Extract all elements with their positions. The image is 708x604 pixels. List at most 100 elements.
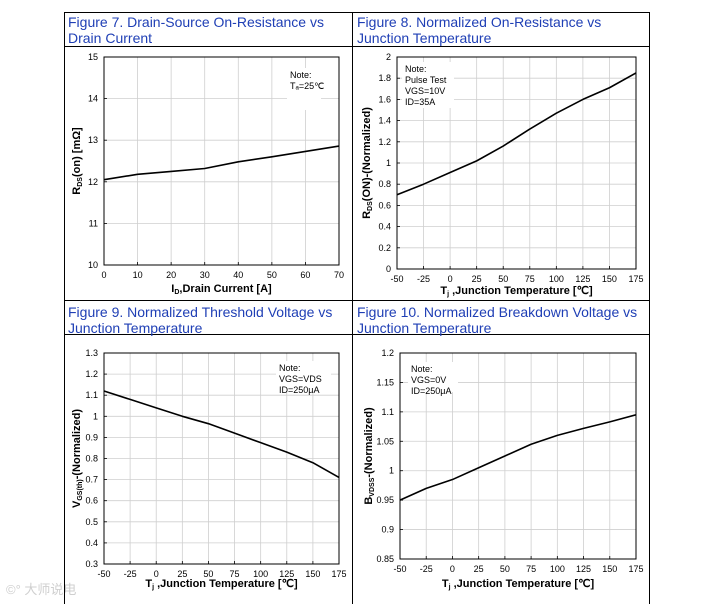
x-tick-label: 50: [500, 564, 510, 574]
caption-line: Drain Current: [68, 30, 153, 46]
caption-line: Junction Temperature: [357, 30, 492, 46]
y-tick-label: 11: [89, 218, 98, 228]
note-line: VGS=10V: [405, 86, 445, 96]
x-tick-label: 125: [575, 274, 590, 284]
x-axis-title: ID,Drain Current [A]: [171, 283, 272, 296]
x-tick-label: 150: [305, 569, 320, 579]
figure-grid: Figure 7. Drain-Source On-Resistance vs …: [64, 12, 650, 604]
y-tick-label: 1.1: [85, 390, 98, 400]
x-axis-title: Tj ,Junction Temperature [℃]: [440, 285, 593, 298]
note-line: Note:: [411, 364, 433, 374]
note-line: Tₐ=25℃: [290, 81, 324, 91]
y-tick-label: 1.6: [378, 94, 391, 104]
y-axis-title: VGS(th)-(Normalized): [71, 409, 84, 508]
y-tick-label: 0.7: [85, 475, 98, 485]
x-tick-label: 25: [472, 274, 482, 284]
x-tick-label: 25: [177, 569, 187, 579]
y-tick-label: 0: [386, 264, 391, 274]
x-tick-label: 150: [602, 564, 617, 574]
y-tick-label: 1: [389, 466, 394, 476]
chart-7: 0 10 20 30 40 50 60 70101112131415Note:Tₐ=25℃ID…: [71, 52, 344, 296]
caption-line: Figure 8. Normalized On-Resistance vs: [357, 14, 602, 30]
y-axis-title: BVDSS-(Normalized): [363, 407, 376, 505]
x-axis-title: Tj ,Junction Temperature [℃]: [145, 578, 298, 591]
y-tick-label: 1.4: [378, 116, 391, 126]
watermark: ©° 大师说电: [6, 582, 77, 597]
x-tick-label: 0: [450, 564, 455, 574]
x-tick-label: 75: [525, 274, 535, 284]
y-tick-label: 1.2: [381, 348, 394, 358]
y-tick-label: 0.5: [85, 517, 98, 527]
y-tick-label: 12: [88, 177, 98, 187]
note-line: ID=250μA: [411, 386, 451, 396]
note-line: VGS=VDS: [279, 374, 322, 384]
figure-10-caption: Figure 10. Normalized Breakdown Voltage …: [357, 304, 637, 336]
x-tick-label: 100: [253, 569, 268, 579]
x-tick-label: 125: [576, 564, 591, 574]
x-tick-label: 75: [526, 564, 536, 574]
x-tick-label: 20: [166, 270, 176, 280]
y-tick-label: 13: [88, 135, 98, 145]
y-tick-label: 0.6: [378, 200, 391, 210]
series-line: [399, 414, 637, 501]
x-tick-label: 50: [267, 270, 277, 280]
x-tick-label: 25: [474, 564, 484, 574]
note-box: [408, 362, 458, 392]
figure-7-caption: Figure 7. Drain-Source On-Resistance vs …: [68, 14, 324, 46]
note-line: Note:: [290, 70, 312, 80]
y-tick-label: 0.3: [85, 559, 98, 569]
y-tick-label: 10: [88, 260, 98, 270]
note-line: VGS=0V: [411, 375, 446, 385]
chart-10: -50 -25 0 25 50 75 100 125 150 175 0.85 0.9 0.95 1 1.0…: [363, 348, 644, 591]
series-line: [103, 390, 340, 479]
y-tick-label: 0.9: [381, 525, 394, 535]
caption-line: Figure 9. Normalized Threshold Voltage v…: [68, 304, 333, 320]
table-rule-3: [64, 334, 650, 335]
caption-line: Junction Temperature: [357, 320, 492, 336]
note-line: ID=35A: [405, 97, 435, 107]
table-rule-1: [64, 46, 650, 47]
table-rule-2: [64, 300, 650, 301]
y-tick-label: 1.3: [85, 348, 98, 358]
y-tick-label: 2: [386, 52, 391, 62]
chart-8: -50 -25 0 25 50 75 100 125 150 175 0 0.2 0.4 0.6 0.8 1 1…: [361, 52, 644, 298]
x-tick-label: -25: [417, 274, 430, 284]
y-tick-label: 1: [93, 411, 98, 421]
figure-8-caption: Figure 8. Normalized On-Resistance vs Ju…: [357, 14, 601, 46]
x-tick-label: -50: [390, 274, 403, 284]
y-tick-label: 1.8: [378, 73, 391, 83]
y-tick-label: 1: [386, 158, 391, 168]
note-box: [402, 62, 454, 108]
note-line: Note:: [405, 64, 427, 74]
x-tick-label: 175: [628, 564, 643, 574]
x-tick-label: 30: [200, 270, 210, 280]
note-line: ID=250μA: [279, 385, 319, 395]
y-tick-label: 14: [88, 94, 98, 104]
note-line: Pulse Test: [405, 75, 447, 85]
y-tick-label: 0.95: [376, 495, 394, 505]
x-tick-label: 0: [448, 274, 453, 284]
y-tick-label: 1.05: [376, 436, 394, 446]
x-tick-label: 60: [300, 270, 310, 280]
y-axis-title: RDS(on) [mΩ]: [71, 127, 84, 195]
y-tick-label: 1.2: [378, 137, 391, 147]
y-tick-label: 0.8: [85, 454, 98, 464]
x-tick-label: 40: [233, 270, 243, 280]
y-axis-title: RDS(ON)-(Normalized): [361, 107, 374, 219]
y-tick-label: 1.2: [85, 369, 98, 379]
y-tick-label: 0.4: [378, 222, 391, 232]
y-tick-label: 1.1: [381, 407, 394, 417]
y-tick-label: 0.6: [85, 496, 98, 506]
table-border-right: [649, 12, 650, 604]
note-box: [276, 361, 331, 391]
note-box: [287, 68, 321, 110]
table-divider: [352, 12, 353, 604]
plot-frame: [103, 56, 340, 266]
x-tick-label: 100: [549, 274, 564, 284]
series-line: [103, 145, 340, 181]
caption-line: Figure 10. Normalized Breakdown Voltage …: [357, 304, 638, 320]
note-line: Note:: [279, 363, 301, 373]
x-tick-label: -25: [124, 569, 137, 579]
y-tick-label: 0.4: [85, 538, 98, 548]
